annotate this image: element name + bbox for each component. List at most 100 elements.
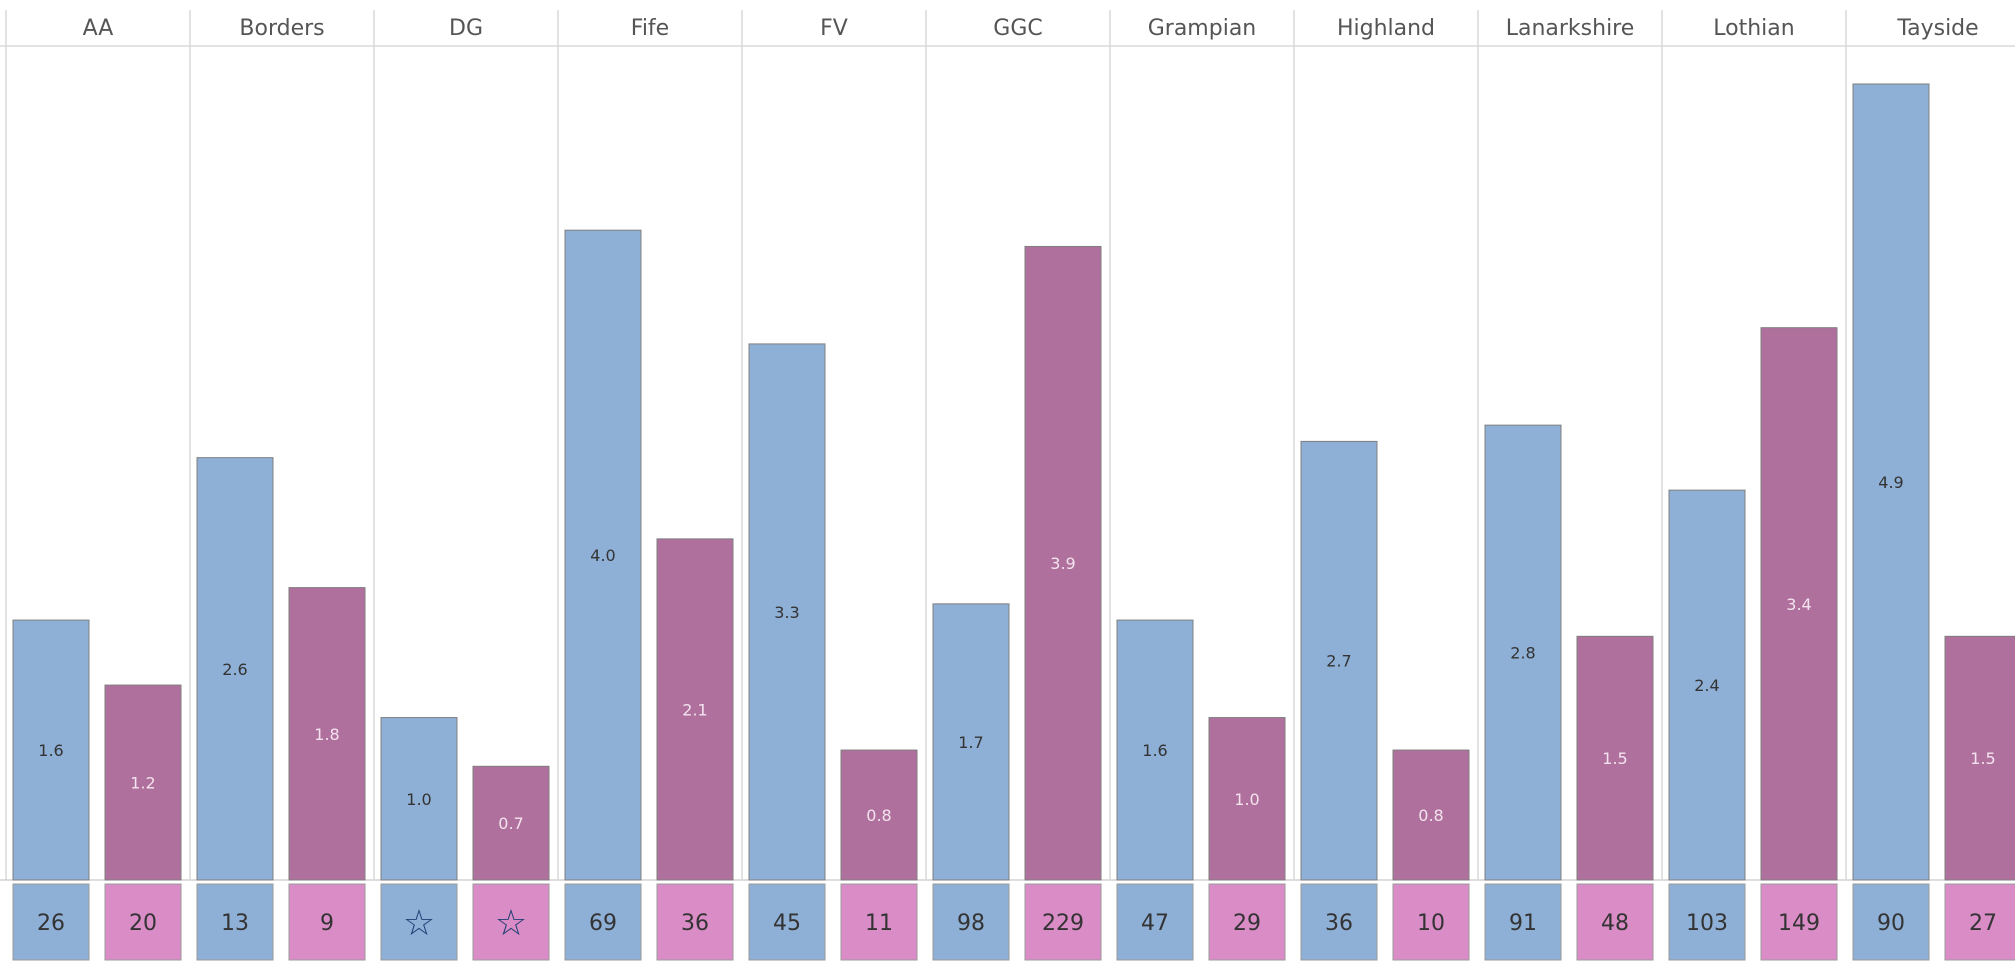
bar-value-label: 2.6 <box>222 660 247 679</box>
count-label: 149 <box>1778 911 1820 936</box>
bar-value-label: 0.8 <box>866 806 891 825</box>
category-label: Borders <box>239 16 324 41</box>
bar <box>1576 635 1654 881</box>
count-boxes: 26 20 13 9 ☆ ☆ 69 36 45 11 98 229 47 29 36 10 91 48 103 149… <box>12 883 2015 961</box>
bar-value-label: 1.6 <box>38 741 63 760</box>
count-label: 9 <box>320 911 334 936</box>
bar <box>1116 619 1194 881</box>
bar <box>1208 717 1286 881</box>
count-label: 10 <box>1417 911 1445 936</box>
category-label: GGC <box>993 16 1042 41</box>
count-label: 103 <box>1686 911 1728 936</box>
category-label: DG <box>449 16 483 41</box>
category-label: AA <box>83 16 114 41</box>
count-label: 47 <box>1141 911 1169 936</box>
bar <box>1668 489 1746 881</box>
category-label: Lothian <box>1713 16 1794 41</box>
count-box <box>1208 883 1286 961</box>
count-label: 26 <box>37 911 65 936</box>
category-headers: AA Borders DG Fife FV GGC Grampian Highland Lana… <box>83 16 1979 41</box>
count-box <box>288 883 366 961</box>
bar <box>1484 424 1562 881</box>
bar-value-label: 2.4 <box>1694 676 1719 695</box>
count-box <box>656 883 734 961</box>
count-box <box>1668 883 1746 961</box>
bars: 1.6 1.2 2.6 1.8 1.0 0.7 4.0 2.1 3.3 0.8 1.7 3.9 1.6 1… <box>12 83 2015 881</box>
bar <box>564 229 642 881</box>
bar <box>1024 245 1102 881</box>
bar-value-label: 0.7 <box>498 814 523 833</box>
bar <box>472 765 550 881</box>
bar <box>1392 749 1470 881</box>
count-box <box>1024 883 1102 961</box>
category-label: Fife <box>631 16 669 41</box>
count-box <box>104 883 182 961</box>
bar-value-label: 2.8 <box>1510 644 1535 663</box>
bar <box>288 587 366 881</box>
bar-value-label: 1.5 <box>1970 749 1995 768</box>
count-label: 29 <box>1233 911 1261 936</box>
count-box <box>1116 883 1194 961</box>
count-box <box>472 883 550 961</box>
count-box <box>1576 883 1654 961</box>
bar-value-label: 4.0 <box>590 546 615 565</box>
category-label: FV <box>820 16 848 41</box>
bar-value-label: 1.5 <box>1602 749 1627 768</box>
count-label: 229 <box>1042 911 1084 936</box>
count-box <box>1760 883 1838 961</box>
count-box <box>12 883 90 961</box>
count-box <box>196 883 274 961</box>
count-box <box>748 883 826 961</box>
count-box <box>1484 883 1562 961</box>
bar <box>932 603 1010 881</box>
star-icon: ☆ <box>495 903 527 944</box>
count-box <box>380 883 458 961</box>
count-box <box>840 883 918 961</box>
count-label: 69 <box>589 911 617 936</box>
bar <box>12 619 90 881</box>
bar <box>380 717 458 881</box>
count-label: 91 <box>1509 911 1537 936</box>
count-label: 98 <box>957 911 985 936</box>
bar <box>656 538 734 881</box>
count-box <box>1392 883 1470 961</box>
bar-value-label: 1.7 <box>958 733 983 752</box>
bar <box>1944 635 2015 881</box>
category-label: Highland <box>1337 16 1435 41</box>
count-label: 27 <box>1969 911 1997 936</box>
bar-value-label: 1.0 <box>406 790 431 809</box>
count-box <box>1300 883 1378 961</box>
bar-value-label: 0.8 <box>1418 806 1443 825</box>
count-label: 36 <box>681 911 709 936</box>
count-label: 90 <box>1877 911 1905 936</box>
bar-value-label: 3.3 <box>774 603 799 622</box>
bar-value-label: 1.8 <box>314 725 339 744</box>
bar-value-label: 1.6 <box>1142 741 1167 760</box>
bar-value-label: 3.4 <box>1786 595 1811 614</box>
count-box <box>932 883 1010 961</box>
bar <box>196 457 274 881</box>
bar-value-label: 4.9 <box>1878 473 1903 492</box>
category-label: Tayside <box>1896 16 1978 41</box>
bar <box>1300 440 1378 881</box>
bar-value-label: 1.0 <box>1234 790 1259 809</box>
bar <box>840 749 918 881</box>
category-label: Grampian <box>1148 16 1257 41</box>
count-box <box>1944 883 2015 961</box>
bar <box>748 343 826 881</box>
count-label: 13 <box>221 911 249 936</box>
category-label: Lanarkshire <box>1506 16 1635 41</box>
count-box <box>1852 883 1930 961</box>
bar <box>1760 327 1838 881</box>
star-icon: ☆ <box>403 903 435 944</box>
count-box <box>564 883 642 961</box>
bar-value-label: 2.7 <box>1326 652 1351 671</box>
bar-value-label: 1.2 <box>130 774 155 793</box>
bar <box>1852 83 1930 881</box>
count-label: 11 <box>865 911 893 936</box>
count-label: 36 <box>1325 911 1353 936</box>
count-label: 45 <box>773 911 801 936</box>
bar <box>104 684 182 881</box>
bar-value-label: 2.1 <box>682 700 707 719</box>
